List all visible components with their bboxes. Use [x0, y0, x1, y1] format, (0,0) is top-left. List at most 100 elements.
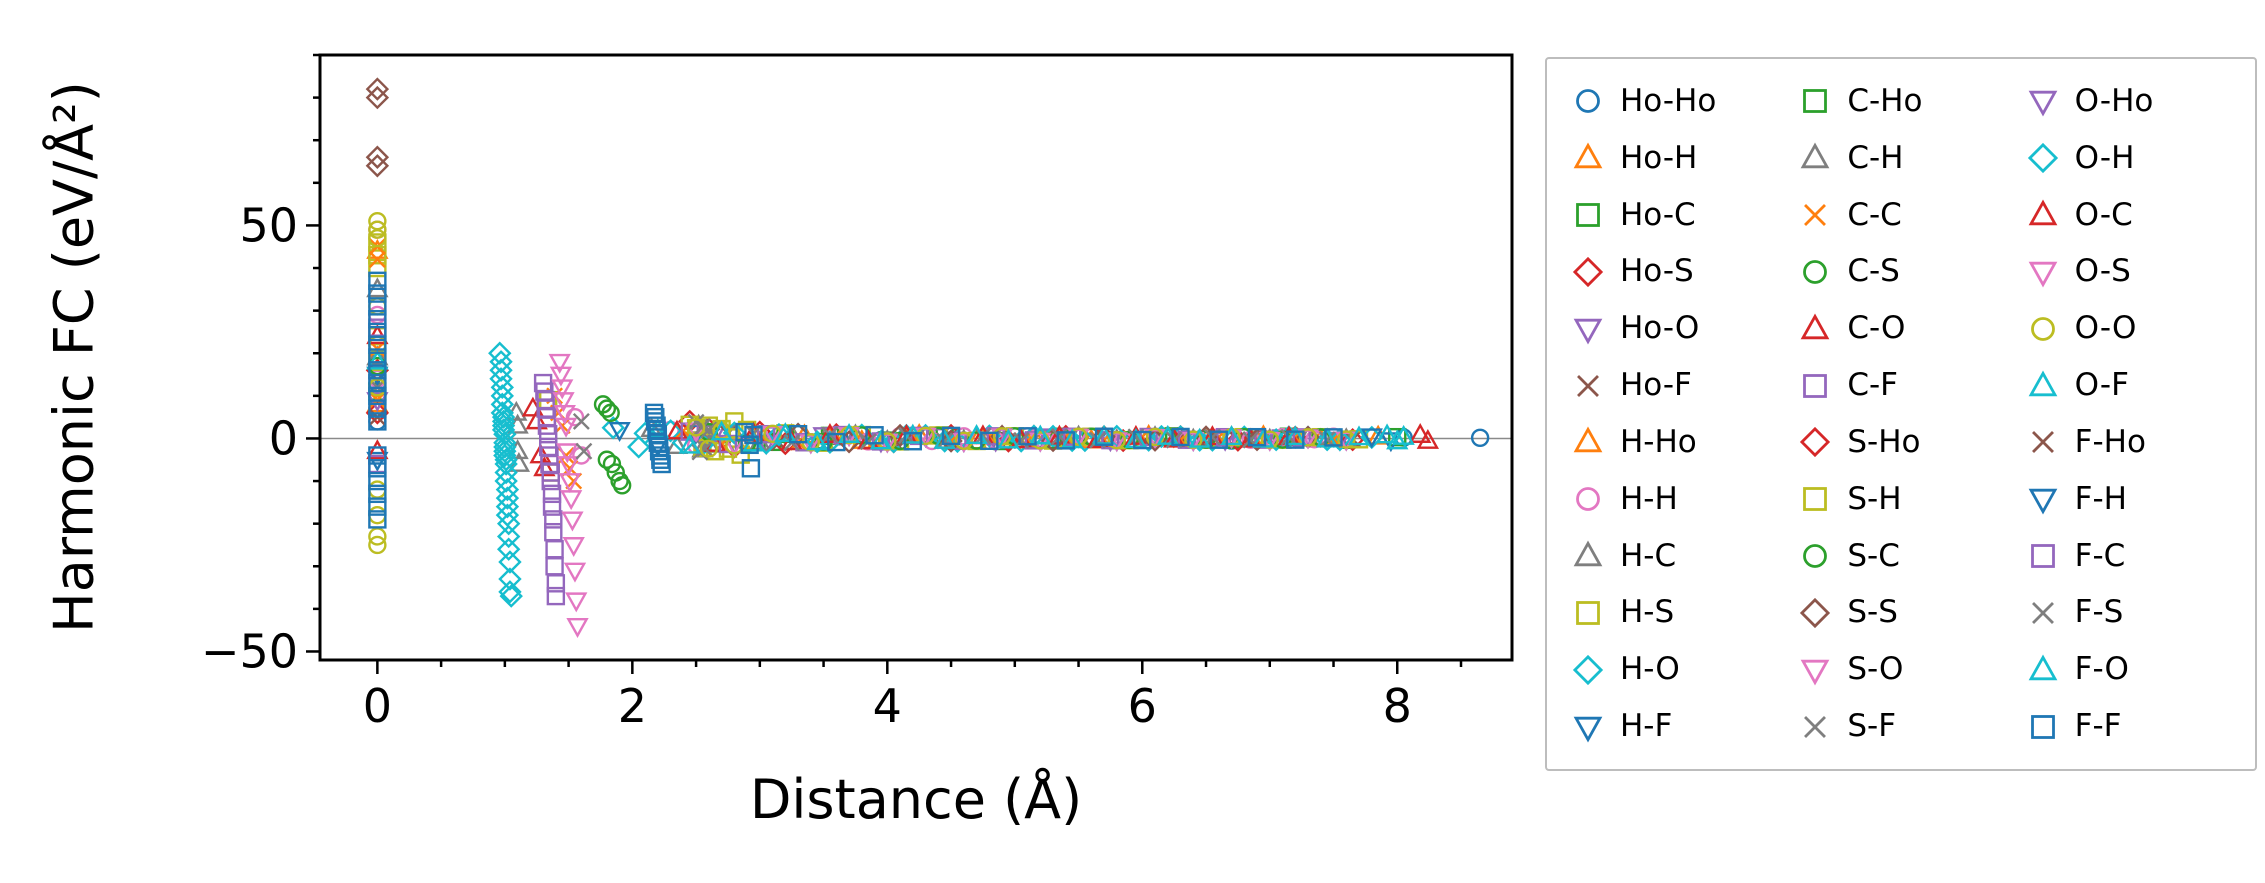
legend-entry-Ho-F: Ho-F: [1571, 369, 1790, 403]
square-marker-icon: [1576, 203, 1600, 227]
legend-entry-S-F: S-F: [1798, 710, 2017, 744]
series-H-O: [488, 341, 1384, 608]
series-C-O: [366, 324, 1440, 477]
square-marker-icon: [2030, 714, 2055, 739]
triangle-up-marker-icon: [1573, 540, 1603, 567]
legend-label: C-Ho: [1847, 82, 1923, 119]
series-O-O: [368, 211, 1356, 555]
legend-label: C-C: [1847, 196, 1902, 233]
legend-label: C-H: [1847, 139, 1904, 176]
legend-label: S-Ho: [1847, 423, 1921, 460]
legend-label: S-F: [1847, 708, 1897, 745]
legend-entry-H-H: H-H: [1571, 482, 1790, 516]
legend-entry-Ho-O: Ho-O: [1571, 312, 1790, 346]
legend-entry-Ho-Ho: Ho-Ho: [1571, 84, 1790, 118]
legend-entry-H-F: H-F: [1571, 710, 1790, 744]
legend-label: O-S: [2074, 253, 2131, 290]
legend-label: H-C: [1620, 537, 1677, 574]
legend-entry-C-S: C-S: [1798, 255, 2017, 289]
triangle-down-marker-icon: [2028, 91, 2058, 117]
legend-label: O-Ho: [2074, 82, 2154, 119]
x-axis-label: Distance (Å): [749, 768, 1083, 831]
square-marker-icon: [1803, 487, 1828, 512]
legend-entry-S-O: S-O: [1798, 653, 2017, 687]
legend-label: H-F: [1620, 708, 1673, 745]
legend-entry-S-S: S-S: [1798, 596, 2017, 630]
legend-label: F-Ho: [2074, 423, 2146, 460]
legend-entry-C-C: C-C: [1798, 198, 2017, 232]
legend-label: Ho-F: [1620, 367, 1692, 404]
legend-label: Ho-C: [1620, 196, 1696, 233]
y-tick-label: −50: [201, 624, 298, 678]
diamond-marker-icon: [1800, 427, 1831, 458]
legend-entry-F-O: F-O: [2026, 653, 2245, 687]
legend-label: S-H: [1847, 480, 1902, 517]
legend-label: S-S: [1847, 594, 1898, 631]
triangle-up-marker-icon: [1800, 313, 1830, 339]
legend-entry-Ho-C: Ho-C: [1571, 198, 1790, 232]
legend-entry-C-F: C-F: [1798, 369, 2017, 403]
y-tick-label: 0: [269, 411, 298, 465]
legend-label: Ho-Ho: [1620, 82, 1717, 119]
legend-label: Ho-S: [1620, 253, 1694, 290]
diamond-marker-icon: [1572, 654, 1604, 685]
legend-entry-O-Ho: O-Ho: [2026, 84, 2245, 118]
legend-label: F-O: [2074, 651, 2129, 688]
y-tick-labels: −50 0 50: [201, 198, 298, 678]
legend-label: F-F: [2074, 708, 2122, 745]
x-marker-icon: [2031, 601, 2054, 624]
legend-label: O-H: [2074, 139, 2135, 176]
legend-label: H-S: [1620, 594, 1675, 631]
series-S-O: [548, 353, 1358, 638]
circle-marker-icon: [1803, 544, 1828, 568]
legend-entry-F-C: F-C: [2026, 539, 2245, 573]
triangle-up-marker-icon: [2028, 654, 2058, 680]
x-marker-icon: [1804, 204, 1827, 227]
x-tick-label: 0: [363, 679, 392, 733]
legend-entry-H-Ho: H-Ho: [1571, 425, 1790, 459]
square-marker-icon: [1803, 373, 1828, 398]
legend-entry-O-C: O-C: [2026, 198, 2245, 232]
x-tick-labels: 0 2 4 6 8: [363, 679, 1412, 733]
triangle-down-marker-icon: [1573, 318, 1603, 345]
triangle-down-marker-icon: [2028, 261, 2058, 288]
triangle-up-marker-icon: [2028, 199, 2058, 226]
legend-entry-Ho-H: Ho-H: [1571, 141, 1790, 175]
circle-marker-icon: [1576, 487, 1600, 512]
diamond-marker-icon: [1800, 597, 1831, 629]
legend-label: F-S: [2074, 594, 2124, 631]
legend-label: H-Ho: [1620, 423, 1697, 460]
series-F-F: [368, 271, 1343, 529]
y-axis-label: Harmonic FC (eV/Å²): [42, 81, 106, 633]
data-points: [365, 77, 1490, 638]
legend-entry-O-F: O-F: [2026, 369, 2245, 403]
x-marker-icon: [2031, 431, 2054, 454]
x-tick-label: 4: [873, 679, 902, 733]
axis-ticks: [306, 53, 1463, 674]
legend-entry-F-S: F-S: [2026, 596, 2245, 630]
triangle-down-marker-icon: [1573, 716, 1603, 743]
legend-label: H-O: [1620, 651, 1680, 688]
series-C-F: [368, 318, 1311, 606]
square-marker-icon: [1576, 601, 1600, 625]
legend-label: H-H: [1620, 480, 1678, 517]
triangle-up-marker-icon: [1573, 426, 1603, 453]
legend-entry-O-O: O-O: [2026, 312, 2245, 346]
legend-label: O-F: [2074, 367, 2129, 404]
legend-entry-H-C: H-C: [1571, 539, 1790, 573]
legend-entry-F-F: F-F: [2026, 710, 2245, 744]
legend-entry-S-H: S-H: [1798, 482, 2017, 516]
series-S-S: [365, 77, 1320, 454]
legend-label: S-O: [1847, 651, 1904, 688]
legend-entry-O-S: O-S: [2026, 255, 2245, 289]
triangle-up-marker-icon: [1800, 142, 1830, 169]
legend-label: C-F: [1847, 367, 1898, 404]
y-tick-label: 50: [239, 198, 298, 252]
legend-label: C-O: [1847, 310, 1906, 347]
square-marker-icon: [1803, 89, 1828, 114]
series-Ho-H: [366, 238, 1390, 451]
legend-entry-H-S: H-S: [1571, 596, 1790, 630]
legend-label: Ho-O: [1620, 310, 1700, 347]
